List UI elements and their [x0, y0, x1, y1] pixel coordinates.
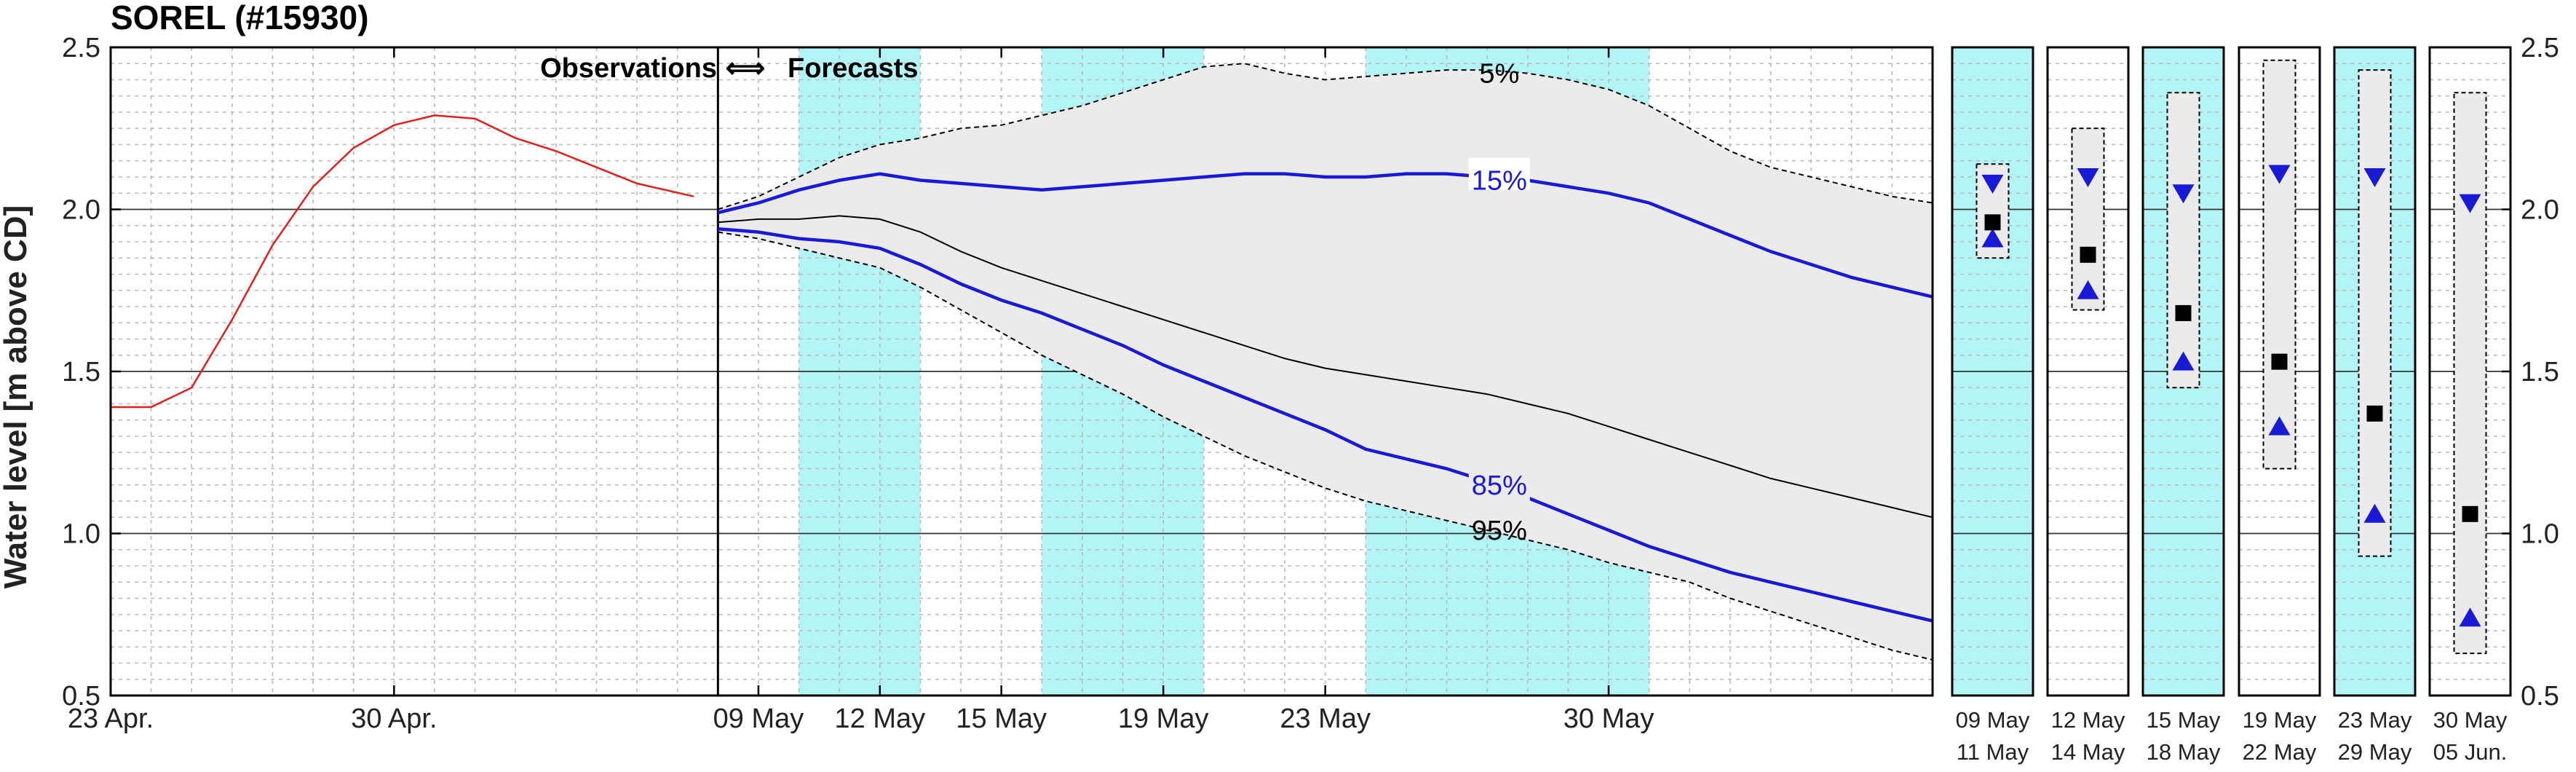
obs-forecast-arrow: ⟺: [726, 53, 765, 84]
period-label-end: 18 May: [2147, 739, 2221, 765]
period-label-start: 12 May: [2051, 707, 2125, 733]
period-p85-marker: [2363, 503, 2386, 523]
series-median-line: [718, 215, 1933, 519]
period-median-marker: [2271, 353, 2288, 370]
period-p85-marker: [2077, 280, 2099, 299]
right-y-tick-label: 2.5: [2521, 33, 2559, 63]
label-p95: 95%: [1472, 516, 1527, 546]
x-tick-label: 15 May: [956, 704, 1047, 734]
forecasts-label: Forecasts: [788, 53, 919, 84]
period-panel-1: 12 May 14 May: [2046, 46, 2130, 765]
period-p15-marker: [2268, 165, 2291, 184]
main-plot-panel: 5% 15% 85% 95% 0.5 1.0 1.5 2.0 2.5 23 Apr. 30 Apr.…: [62, 33, 1934, 734]
right-y-tick-label: 0.5: [2521, 681, 2559, 712]
period-label-end: 22 May: [2243, 739, 2317, 765]
y-axis-label: Water level [m above CD]: [0, 205, 33, 589]
x-tick-label: 30 May: [1564, 704, 1654, 734]
x-tick-label: 19 May: [1118, 704, 1209, 734]
period-median-marker: [2175, 304, 2192, 321]
period-label-end: 14 May: [2051, 739, 2125, 765]
period-p15-marker: [2363, 168, 2386, 187]
period-range-box: [2166, 92, 2200, 389]
period-panel-0: 09 May 11 May: [1951, 46, 2034, 765]
series-p5-line: [717, 63, 1933, 210]
period-median-marker: [2080, 246, 2096, 263]
label-p15-bg: [1468, 157, 1530, 190]
period-median-marker: [2462, 505, 2478, 522]
label-p85-bg: [1468, 468, 1530, 501]
y-tick-label: 1.0: [62, 519, 100, 550]
period-p15-marker: [2077, 168, 2099, 187]
x-tick-label: 23 May: [1280, 704, 1371, 734]
period-grid: [1952, 63, 2033, 680]
series-p85-line: [718, 227, 1933, 623]
period-p15-marker: [1981, 174, 2004, 194]
period-p85-marker: [2268, 416, 2291, 436]
period-p85-marker: [2459, 607, 2481, 627]
period-range-box: [2262, 59, 2296, 470]
period-range-box: [2071, 127, 2105, 311]
observations-label: Observations: [540, 53, 717, 84]
period-summary-panels: 09 May 11 May 12 May 14 May 15 May 18 May 19 M…: [1951, 33, 2559, 765]
right-y-tick-label: 2.0: [2521, 195, 2559, 226]
x-tick-label: 30 Apr.: [351, 704, 437, 734]
label-p15: 15%: [1472, 165, 1527, 196]
observed-line: [111, 114, 694, 409]
period-p15-marker: [2459, 194, 2481, 213]
x-tick-label: 09 May: [713, 704, 804, 734]
x-tick-label: 23 Apr.: [68, 704, 154, 734]
label-p5: 5%: [1479, 59, 1519, 90]
period-frame: [2333, 46, 2417, 697]
period-label-end: 05 Jun.: [2433, 739, 2508, 765]
period-panel-2: 15 May 18 May: [2141, 46, 2225, 765]
period-p85-marker: [1981, 228, 2004, 248]
y-tick-label: 0.5: [62, 681, 100, 712]
x-tick-label: 12 May: [835, 704, 926, 734]
period-frame: [2141, 46, 2225, 697]
series-p95-line: [718, 231, 1933, 661]
period-label-start: 15 May: [2147, 707, 2221, 733]
period-panel-5: 30 May 05 Jun.: [2428, 46, 2512, 765]
period-p15-marker: [2172, 184, 2195, 204]
period-p85-marker: [2172, 351, 2195, 371]
period-range-box: [2453, 92, 2487, 655]
obs-forecast-annotation: Observations ⟺ Forecasts: [540, 53, 918, 84]
period-label-start: 19 May: [2243, 707, 2317, 733]
period-median-marker: [1984, 214, 2001, 231]
y-tick-label: 1.5: [62, 357, 100, 387]
label-p85: 85%: [1472, 470, 1527, 501]
period-label-end: 29 May: [2338, 739, 2412, 765]
period-median-marker: [2366, 405, 2383, 422]
period-label-end: 11 May: [1957, 739, 2029, 765]
period-frame: [2046, 46, 2130, 697]
period-range-box: [2358, 69, 2392, 557]
forecast-envelope: [718, 63, 1933, 660]
right-y-tick-label: 1.0: [2521, 519, 2559, 550]
period-label-start: 23 May: [2338, 707, 2412, 733]
chart-title: SOREL (#15930): [111, 0, 369, 36]
period-label-start: 09 May: [1956, 707, 2030, 733]
right-y-tick-label: 1.5: [2521, 357, 2559, 387]
period-frame: [2238, 46, 2321, 697]
period-frame: [1951, 46, 2034, 697]
y-tick-label: 2.5: [62, 33, 100, 63]
series-p15-line: [717, 172, 1933, 299]
period-panel-3: 19 May 22 May: [2238, 46, 2321, 765]
period-panel-4: 23 May 29 May: [2333, 46, 2417, 765]
y-tick-label: 2.0: [62, 195, 100, 226]
period-label-start: 30 May: [2433, 707, 2508, 733]
